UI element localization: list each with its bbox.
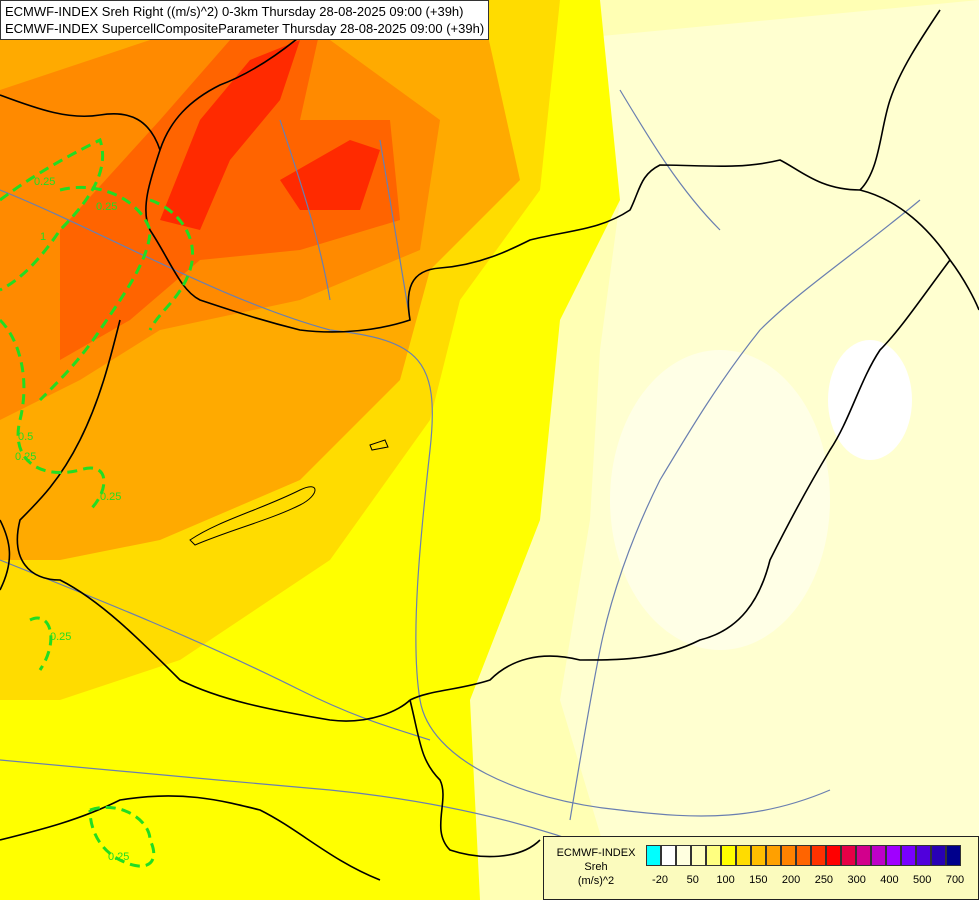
field-red — [160, 40, 380, 230]
legend-swatch — [841, 845, 856, 866]
contour-label: 0.25 — [50, 631, 71, 643]
border-hu-at — [16, 319, 411, 722]
contour-label: 0.5 — [18, 431, 33, 443]
legend-swatch — [646, 845, 661, 866]
legend-swatch — [931, 845, 946, 866]
legend-swatches — [646, 845, 961, 866]
river-danube — [0, 189, 831, 817]
color-legend: ECMWF-INDEX Sreh (m/s)^2 -20 50 100 150 200 2… — [543, 836, 979, 900]
legend-tick-label: -20 — [652, 874, 668, 886]
legend-swatch — [871, 845, 886, 866]
contour-west-1 — [0, 137, 105, 292]
border-south — [0, 699, 541, 881]
legend-tick-label: 100 — [716, 874, 735, 886]
rivers — [0, 89, 921, 851]
legend-tick-label: 50 — [686, 874, 699, 886]
title-scp: ECMWF-INDEX SupercellCompositeParameter … — [5, 21, 485, 36]
contour-south — [88, 805, 156, 868]
legend-tick-label: 700 — [945, 874, 965, 886]
legend-tick-label: 400 — [880, 874, 899, 886]
legend-swatch — [736, 845, 751, 866]
legend-swatch — [811, 845, 826, 866]
legend-title-param: Sreh — [584, 861, 608, 873]
legend-swatch — [781, 845, 796, 866]
river-drava — [0, 559, 431, 741]
legend-title-unit: (m/s)^2 — [577, 875, 615, 887]
contour-west-2 — [38, 185, 152, 402]
map-title-box: ECMWF-INDEX Sreh Right ((m/s)^2) 0-3km T… — [0, 0, 490, 40]
legend-swatch — [886, 845, 901, 866]
legend-swatch — [901, 845, 916, 866]
legend-swatch — [676, 845, 691, 866]
legend-tick-label: 300 — [847, 874, 866, 886]
contour-label: 1 — [40, 231, 46, 243]
border-east — [859, 9, 979, 311]
legend-swatch — [751, 845, 766, 866]
field-pale-patch — [610, 350, 830, 650]
contour-labels: 0.25 0.25 0.25 0.5 0.25 0.25 0.25 1 — [15, 176, 129, 863]
lake-small — [369, 439, 389, 451]
legend-title-model: ECMWF-INDEX — [556, 847, 636, 859]
contour-label: 0.25 — [108, 851, 129, 863]
legend-tick-label: 500 — [913, 874, 932, 886]
legend-tick-label: 150 — [749, 874, 768, 886]
field-red-orange — [60, 30, 400, 360]
legend-swatch — [706, 845, 721, 866]
border-hu-ro — [409, 259, 951, 701]
contour-label: 0.25 — [34, 176, 55, 188]
contour-west-3 — [148, 198, 195, 331]
legend-swatch — [796, 845, 811, 866]
contour-west-4 — [0, 318, 106, 512]
lake-balaton — [189, 486, 316, 546]
scp-contours — [0, 137, 195, 868]
river-tisza — [569, 199, 921, 821]
title-sreh: ECMWF-INDEX Sreh Right ((m/s)^2) 0-3km T… — [5, 4, 464, 19]
river-north — [279, 89, 721, 321]
legend-ticks: -20 50 100 150 200 250 300 400 500 700 — [646, 874, 976, 888]
contour-label: 0.25 — [100, 491, 121, 503]
legend-swatch — [721, 845, 736, 866]
river-sava — [0, 759, 601, 851]
field-white-spot — [828, 340, 912, 460]
contour-west-5 — [29, 616, 53, 671]
country-borders — [0, 0, 979, 881]
legend-swatch — [691, 845, 706, 866]
contour-label: 0.25 — [15, 451, 36, 463]
legend-swatch — [916, 845, 931, 866]
legend-tick-label: 250 — [814, 874, 834, 886]
legend-swatch — [826, 845, 841, 866]
legend-swatch — [766, 845, 781, 866]
border-west — [0, 519, 11, 591]
legend-swatch — [946, 845, 961, 866]
contour-label: 0.25 — [96, 201, 117, 213]
legend-swatch — [661, 845, 676, 866]
legend-swatch — [856, 845, 871, 866]
legend-title: ECMWF-INDEX Sreh (m/s)^2 — [550, 846, 642, 888]
legend-tick-label: 200 — [781, 874, 801, 886]
